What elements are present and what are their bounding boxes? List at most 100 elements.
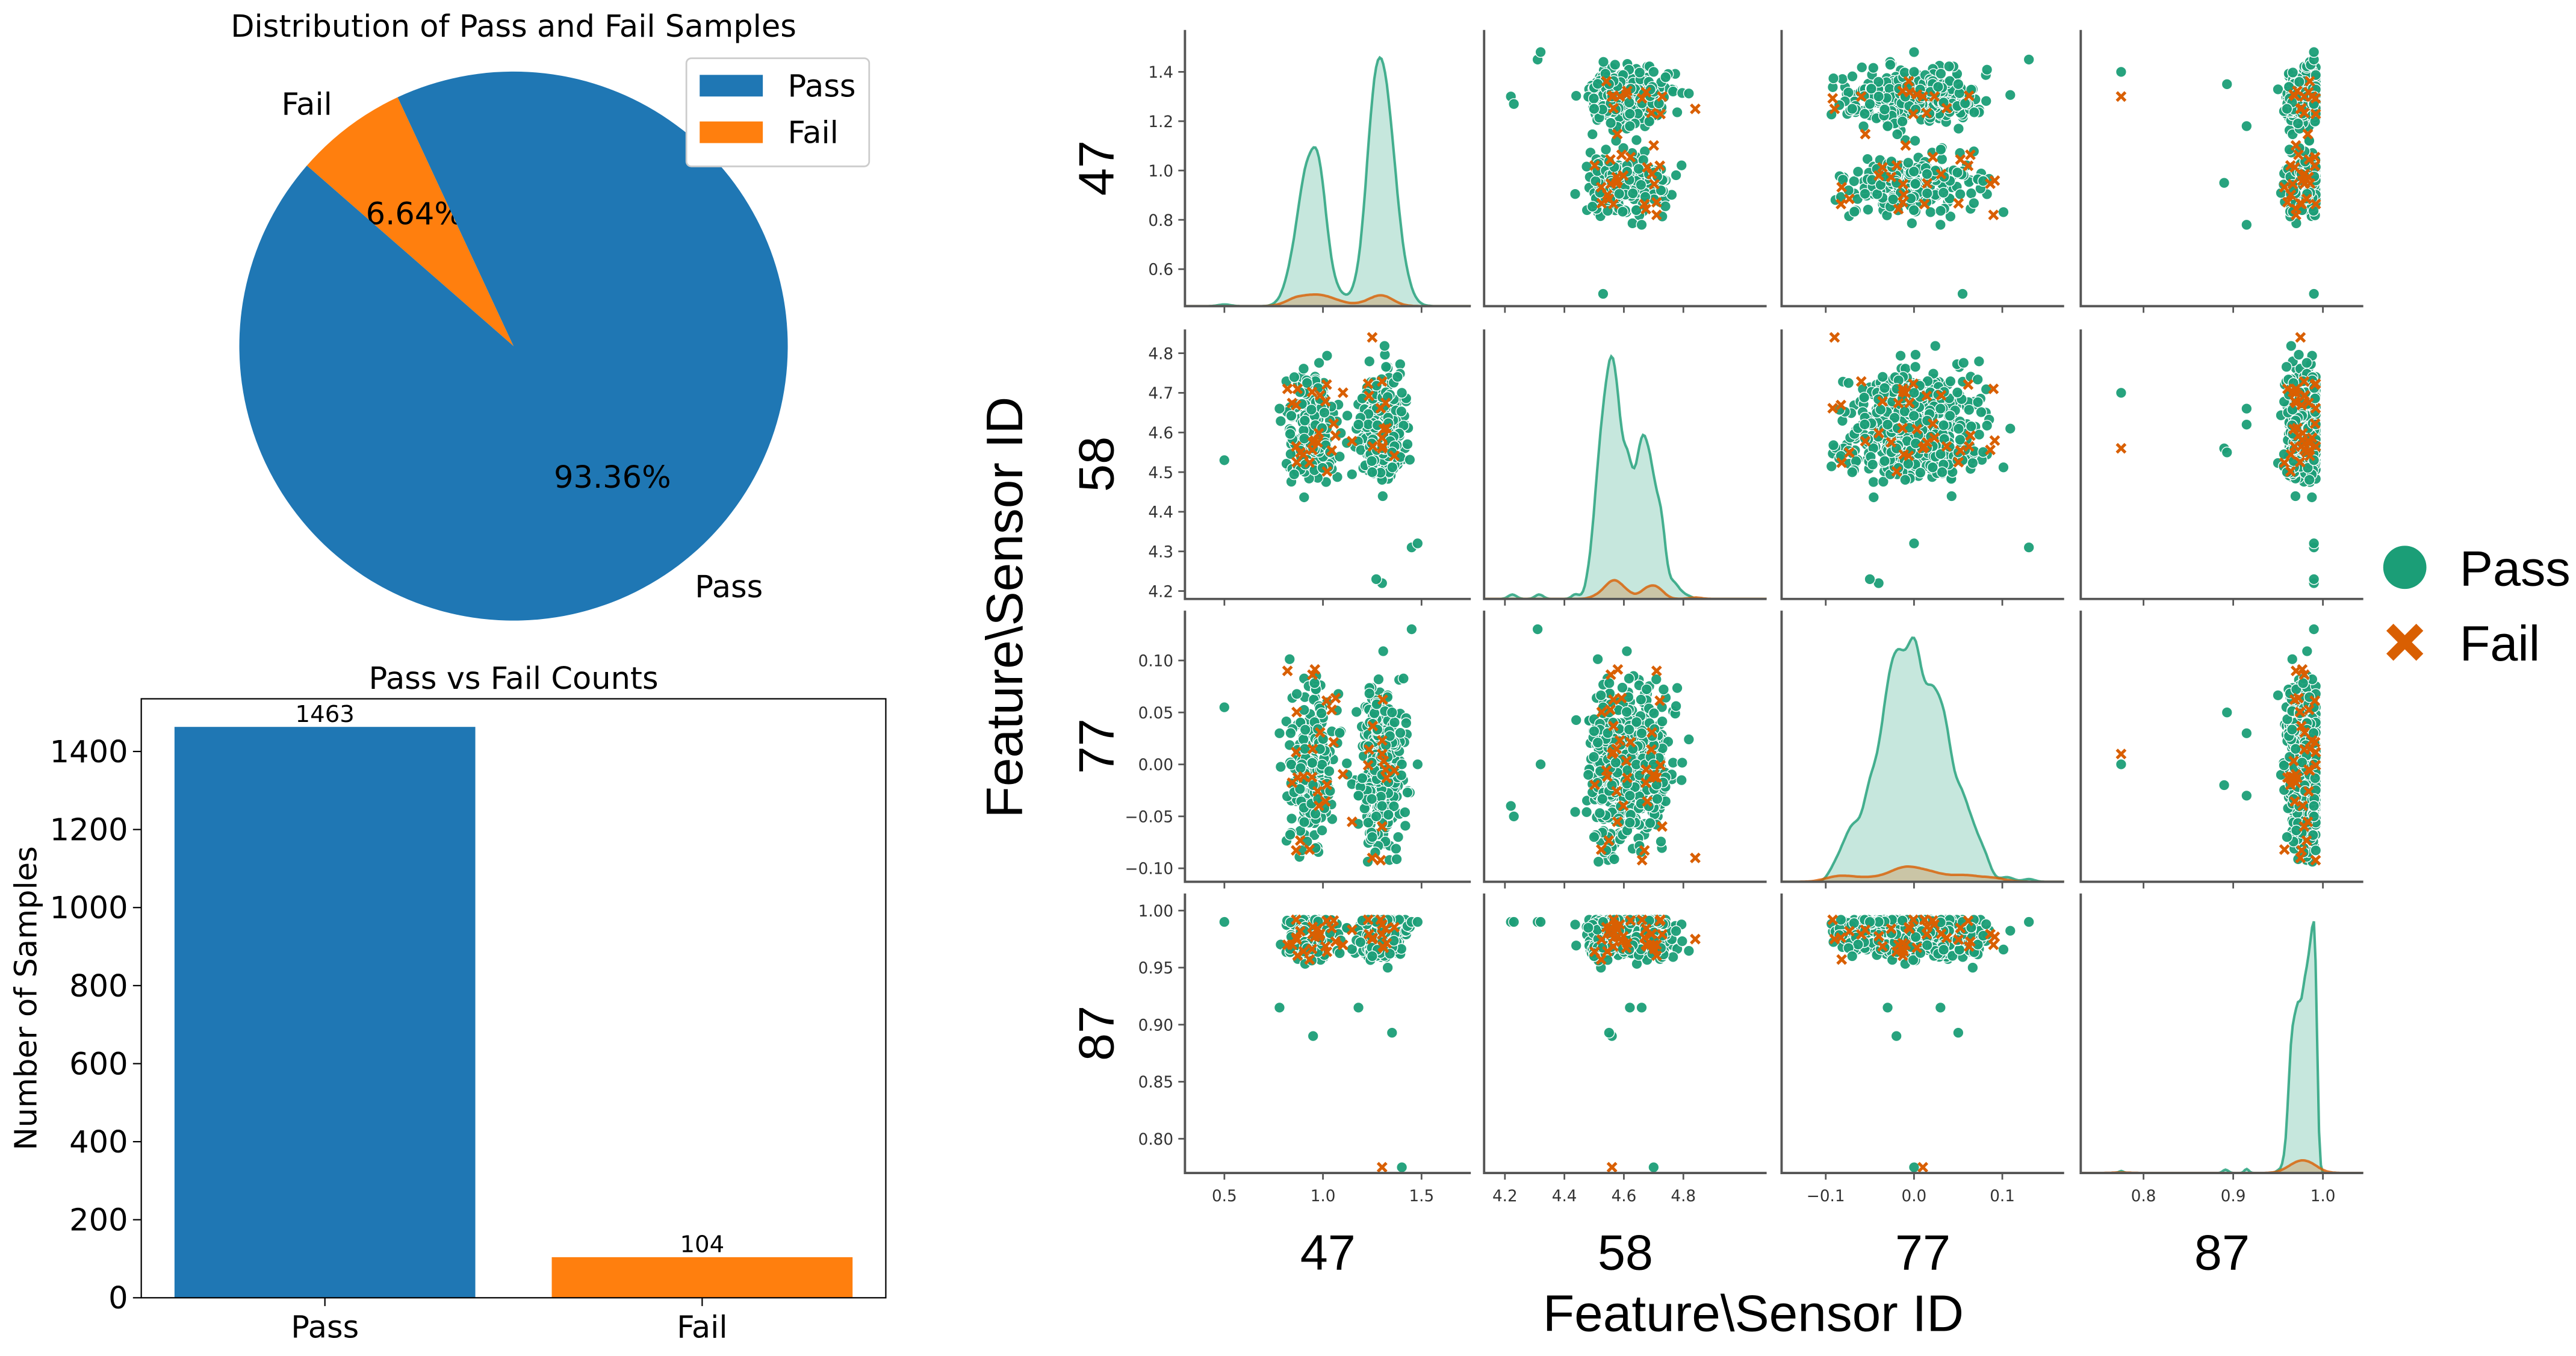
scatter-point-pass <box>1943 60 1955 72</box>
scatter-point-pass <box>1858 391 1870 403</box>
scatter-point-fail <box>2282 197 2293 208</box>
scatter-point-fail <box>1320 796 1331 807</box>
scatter-point-pass <box>1981 64 1993 76</box>
scatter-point-fail <box>1911 423 1923 435</box>
scatter-point-pass <box>1648 66 1660 78</box>
scatter-point-fail <box>1337 387 1349 399</box>
scatter-point-pass <box>1341 757 1353 770</box>
scatter-point-fail <box>1855 376 1867 387</box>
scatter-point-fail <box>1985 178 1996 190</box>
scatter-point-pass <box>1952 78 1964 90</box>
scatter-point-fail <box>1897 422 1908 434</box>
scatter-point-pass <box>1581 806 1593 818</box>
scatter-point-pass <box>1391 371 1403 383</box>
scatter-point-pass <box>1341 409 1353 421</box>
scatter-point-pass <box>1643 116 1656 128</box>
scatter-point-fail <box>1304 844 1315 855</box>
y-tick-label: 4.8 <box>1148 345 1173 363</box>
scatter-point-pass <box>1934 219 1946 231</box>
scatter-point-fail <box>1307 669 1318 680</box>
scatter-point-pass <box>2221 78 2233 90</box>
scatter-point-pass <box>1297 362 1309 375</box>
scatter-point-fail <box>1291 706 1302 718</box>
scatter-point-pass <box>1935 143 1947 155</box>
scatter-point-fail <box>1829 332 1840 343</box>
scatter-point-fail <box>1367 852 1378 863</box>
scatter-point-pass <box>1644 817 1656 829</box>
scatter-point-pass <box>1843 377 1855 389</box>
scatter-point-fail <box>1657 821 1668 832</box>
scatter-point-pass <box>1884 58 1896 71</box>
scatter-point-fail <box>2310 198 2321 210</box>
legend-swatch-pass <box>700 75 763 97</box>
scatter-point-pass <box>2272 83 2284 95</box>
scatter-point-pass <box>2023 54 2035 66</box>
scatter-point-fail <box>1346 816 1358 827</box>
panel-marks <box>2115 332 2322 589</box>
scatter-point-fail <box>1313 428 1324 439</box>
scatter-point-pass <box>1676 757 1688 769</box>
scatter-point-fail <box>1953 197 1964 209</box>
scatter-point-fail <box>1380 397 1391 409</box>
scatter-point-fail <box>1654 160 1666 172</box>
scatter-point-pass <box>1921 415 1933 427</box>
scatter-point-fail <box>1903 450 1914 461</box>
scatter-point-pass <box>1587 93 1600 105</box>
scatter-point-pass <box>1621 706 1633 718</box>
scatter-point-pass <box>2023 541 2035 553</box>
scatter-point-fail <box>2285 160 2296 171</box>
scatter-point-pass <box>1980 95 1992 107</box>
scatter-point-fail <box>1646 169 1657 179</box>
scatter-point-fail <box>1377 735 1388 746</box>
scatter-point-pass <box>1285 727 1297 739</box>
scatter-point-pass <box>2285 340 2297 352</box>
scatter-point-pass <box>1588 103 1600 115</box>
panel-marks <box>1218 623 1424 868</box>
scatter-point-pass <box>1657 683 1669 695</box>
scatter-point-fail <box>1855 91 1867 102</box>
scatter-point-fail <box>1364 744 1374 755</box>
scatter-point-fail <box>2296 198 2308 210</box>
scatter-point-fail <box>2310 108 2321 120</box>
panel-marks <box>1505 623 1701 868</box>
scatter-point-pass <box>1879 382 1891 394</box>
scatter-point-pass <box>2308 537 2320 549</box>
y-tick-label: 1000 <box>50 891 128 926</box>
scatter-point-pass <box>1594 807 1606 819</box>
scatter-point-pass <box>1335 427 1347 439</box>
scatter-point-fail <box>1605 669 1616 680</box>
scatter-point-fail <box>1605 704 1616 715</box>
scatter-point-fail <box>1690 103 1701 114</box>
scatter-point-pass <box>1299 415 1311 427</box>
legend-swatch-fail <box>700 121 763 143</box>
scatter-point-pass <box>2292 117 2304 129</box>
scatter-point-fail <box>1291 441 1302 452</box>
scatter-point-fail <box>1376 443 1388 454</box>
scatter-point-pass <box>2221 446 2233 458</box>
scatter-point-fail <box>1346 435 1358 447</box>
scatter-point-pass <box>1951 387 1964 399</box>
y-tick-label: 4.7 <box>1148 385 1173 403</box>
scatter-point-pass <box>1910 178 1922 190</box>
scatter-point-pass <box>1683 733 1695 745</box>
scatter-point-pass <box>1284 428 1296 440</box>
scatter-point-fail <box>1651 197 1662 208</box>
panel-77-vs-58 <box>1483 611 1767 889</box>
scatter-point-fail <box>2289 396 2300 407</box>
scatter-point-fail <box>1654 695 1666 706</box>
scatter-point-pass <box>1848 175 1860 187</box>
scatter-point-pass <box>1846 70 1858 82</box>
scatter-point-pass <box>1379 340 1391 352</box>
scatter-point-pass <box>1535 46 1547 58</box>
scatter-point-fail <box>1608 720 1619 732</box>
scatter-point-fail <box>1330 692 1341 704</box>
scatter-point-pass <box>2280 361 2292 373</box>
scatter-point-pass <box>1569 188 1581 200</box>
y-tick-label: 1200 <box>50 813 128 848</box>
scatter-point-pass <box>1636 727 1648 739</box>
scatter-point-fail <box>1827 403 1839 414</box>
scatter-point-pass <box>1865 82 1878 95</box>
scatter-point-fail <box>1589 779 1600 791</box>
scatter-point-pass <box>1623 673 1635 685</box>
